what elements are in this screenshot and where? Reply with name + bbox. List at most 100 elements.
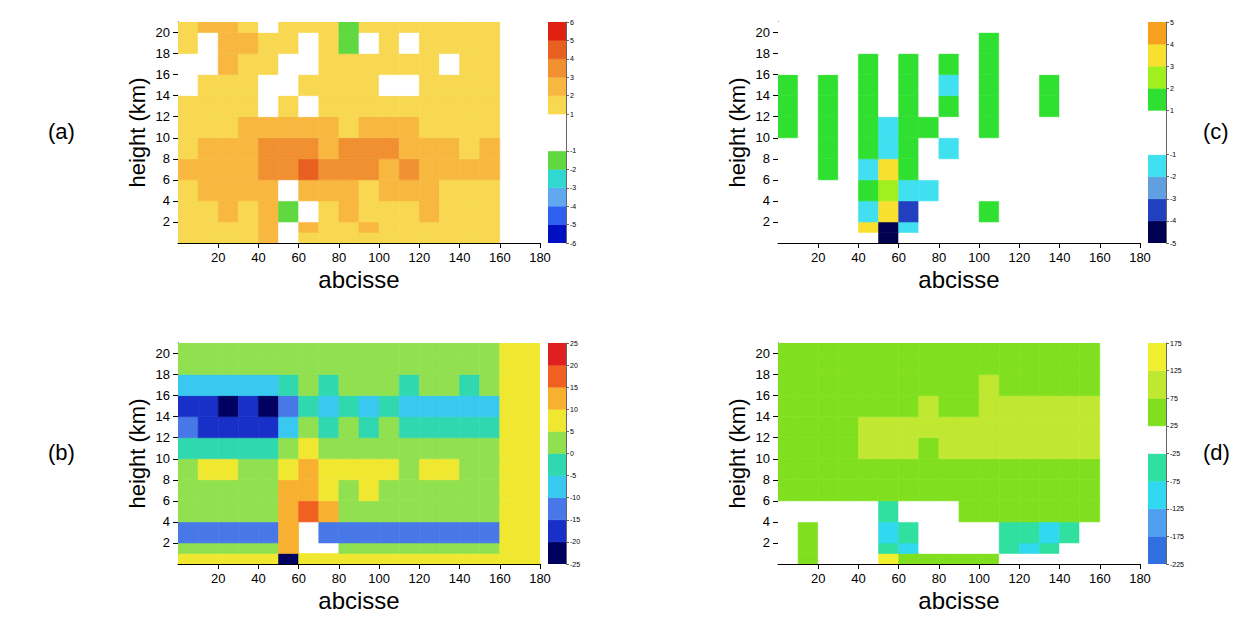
svg-text:20: 20 [811,250,825,265]
svg-text:75: 75 [1170,395,1178,402]
svg-text:-2: -2 [570,166,576,173]
svg-text:60: 60 [891,250,905,265]
svg-text:40: 40 [851,250,865,265]
svg-text:3: 3 [570,74,574,81]
svg-text:20: 20 [211,571,225,586]
svg-text:8: 8 [163,151,170,166]
svg-text:14: 14 [156,409,170,424]
svg-text:10: 10 [756,451,770,466]
svg-text:80: 80 [332,250,346,265]
svg-text:80: 80 [932,571,946,586]
svg-text:2: 2 [163,535,170,550]
svg-text:100: 100 [368,250,390,265]
svg-text:-175: -175 [1170,533,1184,540]
svg-text:20: 20 [756,346,770,361]
svg-text:175: 175 [1170,340,1182,347]
svg-text:2: 2 [763,214,770,229]
svg-text:125: 125 [1170,367,1182,374]
svg-text:8: 8 [763,151,770,166]
svg-text:16: 16 [156,67,170,82]
svg-text:-25: -25 [570,561,580,568]
svg-text:4: 4 [570,55,574,62]
svg-text:10: 10 [570,406,578,413]
svg-text:6: 6 [163,172,170,187]
svg-text:5: 5 [570,37,574,44]
svg-text:8: 8 [163,472,170,487]
svg-text:120: 120 [408,250,430,265]
svg-text:14: 14 [756,409,770,424]
svg-text:-10: -10 [570,494,580,501]
svg-text:8: 8 [763,472,770,487]
svg-text:-20: -20 [570,538,580,545]
svg-text:18: 18 [156,46,170,61]
svg-text:180: 180 [529,571,551,586]
svg-text:12: 12 [156,430,170,445]
svg-text:0: 0 [570,450,574,457]
svg-text:2: 2 [570,92,574,99]
svg-text:10: 10 [756,130,770,145]
svg-text:12: 12 [756,109,770,124]
svg-text:120: 120 [1008,571,1030,586]
svg-text:height (km): height (km) [125,77,150,187]
svg-text:-6: -6 [570,240,576,247]
svg-text:-25: -25 [1170,450,1180,457]
svg-text:60: 60 [291,571,305,586]
svg-text:-5: -5 [570,472,576,479]
svg-text:2: 2 [763,535,770,550]
svg-text:160: 160 [489,250,511,265]
svg-text:12: 12 [156,109,170,124]
svg-text:180: 180 [1129,571,1151,586]
svg-text:-4: -4 [570,203,576,210]
svg-text:20: 20 [756,25,770,40]
svg-text:14: 14 [756,88,770,103]
svg-text:4: 4 [163,514,170,529]
svg-text:120: 120 [1008,250,1030,265]
svg-text:-125: -125 [1170,505,1184,512]
svg-text:height (km): height (km) [725,398,750,508]
svg-text:(b): (b) [48,440,75,465]
svg-text:5: 5 [570,428,574,435]
svg-text:-2: -2 [1170,173,1176,180]
svg-text:6: 6 [163,493,170,508]
svg-text:1: 1 [570,111,574,118]
svg-text:140: 140 [449,250,471,265]
svg-text:25: 25 [570,340,578,347]
svg-text:60: 60 [891,571,905,586]
svg-text:140: 140 [1049,250,1071,265]
svg-text:4: 4 [763,514,770,529]
svg-text:(d): (d) [1203,440,1230,465]
svg-text:-225: -225 [1170,561,1184,568]
svg-text:6: 6 [570,19,574,26]
svg-text:abcisse: abcisse [318,587,399,614]
svg-text:120: 120 [408,571,430,586]
svg-text:160: 160 [1089,571,1111,586]
svg-text:4: 4 [163,193,170,208]
svg-text:2: 2 [1170,85,1174,92]
svg-text:1: 1 [1170,107,1174,114]
svg-text:18: 18 [156,367,170,382]
svg-text:abcisse: abcisse [918,587,999,614]
svg-text:60: 60 [291,250,305,265]
svg-text:-3: -3 [1170,195,1176,202]
svg-text:20: 20 [811,571,825,586]
svg-text:4: 4 [1170,41,1174,48]
svg-text:180: 180 [529,250,551,265]
svg-text:15: 15 [570,384,578,391]
svg-text:80: 80 [932,250,946,265]
svg-text:(a): (a) [48,119,75,144]
svg-text:-75: -75 [1170,478,1180,485]
svg-text:12: 12 [756,430,770,445]
svg-text:-15: -15 [570,516,580,523]
svg-text:40: 40 [251,250,265,265]
svg-text:-1: -1 [1170,151,1176,158]
svg-text:-5: -5 [570,221,576,228]
svg-text:14: 14 [156,88,170,103]
svg-text:20: 20 [211,250,225,265]
svg-text:20: 20 [156,346,170,361]
svg-text:4: 4 [763,193,770,208]
svg-text:40: 40 [851,571,865,586]
svg-text:10: 10 [156,130,170,145]
svg-text:140: 140 [1049,571,1071,586]
svg-text:5: 5 [1170,19,1174,26]
svg-text:40: 40 [251,571,265,586]
